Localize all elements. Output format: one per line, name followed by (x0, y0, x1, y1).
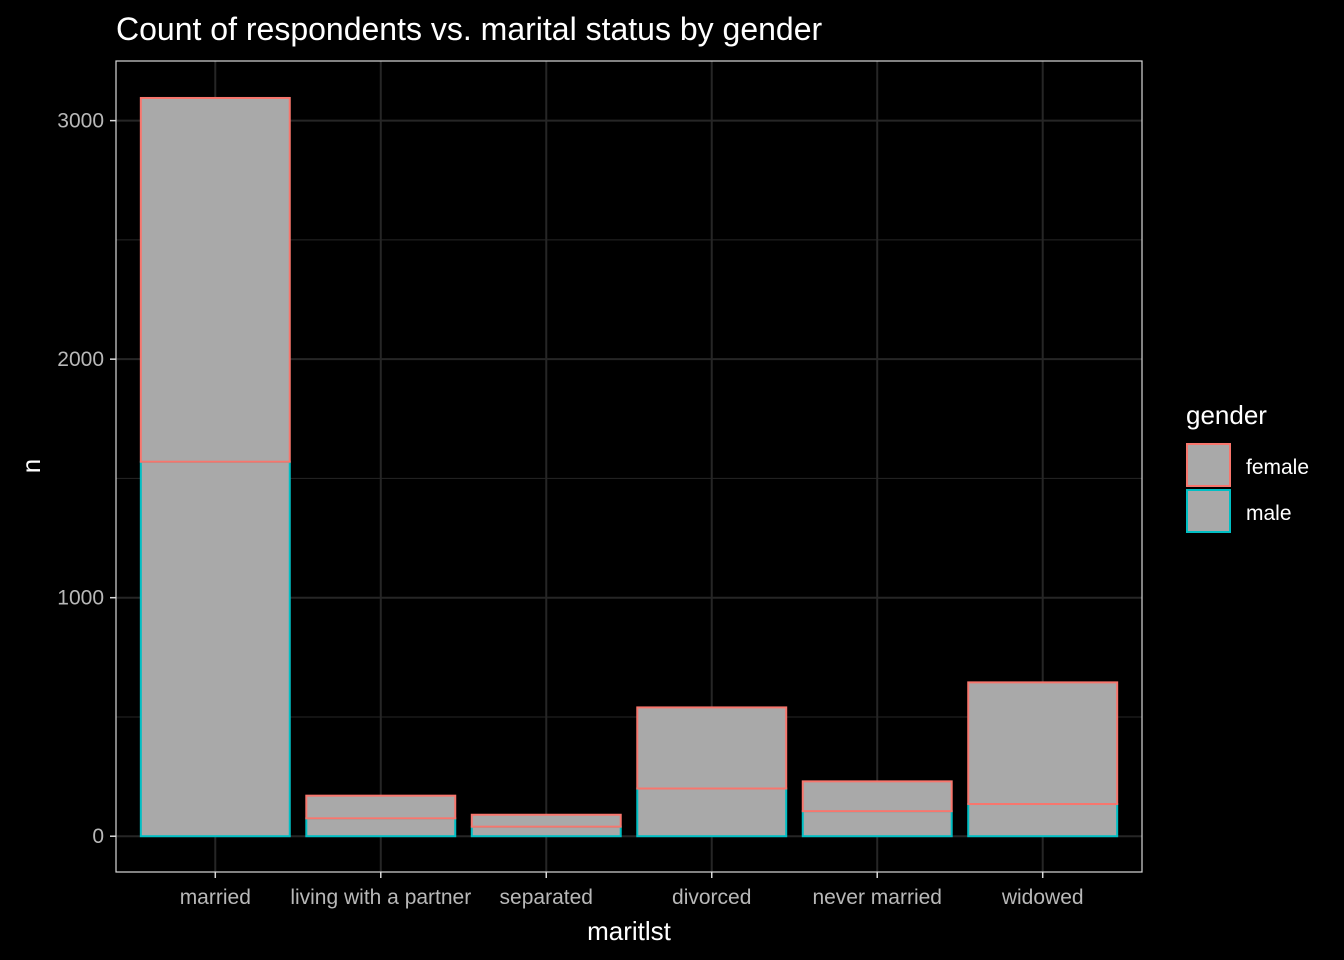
bar-male (967, 803, 1119, 838)
x-tick-label: married (180, 886, 251, 909)
y-tick-label: 3000 (57, 110, 104, 133)
bar-female (305, 794, 457, 820)
bar-female (139, 96, 291, 463)
bar-male (470, 825, 622, 838)
legend: gender female male (1186, 400, 1309, 533)
y-tick-label: 1000 (57, 587, 104, 610)
x-tick-label: never married (812, 886, 942, 909)
y-tick-label: 0 (92, 825, 104, 848)
y-axis-title: n (16, 459, 46, 473)
legend-key-male (1186, 489, 1231, 533)
x-tick-label: widowed (1001, 886, 1084, 909)
bar-male (305, 817, 457, 838)
panel-border (115, 60, 1143, 873)
bars (139, 96, 1119, 838)
legend-key-female (1186, 443, 1231, 487)
bar-female (967, 681, 1119, 806)
y-axis-ticks: 0 1000 2000 3000 (57, 110, 116, 848)
x-axis-title: maritlst (587, 916, 672, 946)
bar-female (470, 813, 622, 828)
y-tick-label: 2000 (57, 348, 104, 371)
bar-male (636, 787, 788, 838)
x-tick-label: living with a partner (290, 886, 471, 909)
legend-title: gender (1186, 400, 1267, 430)
legend-label-male: male (1246, 502, 1292, 525)
bar-female (801, 780, 953, 813)
legend-label-female: female (1246, 456, 1309, 479)
x-axis-ticks: married living with a partner separated div… (180, 872, 1084, 909)
x-tick-label: separated (500, 886, 593, 909)
bar-male (801, 810, 953, 838)
bar-female (636, 706, 788, 790)
x-tick-label: divorced (672, 886, 751, 909)
bar-male (139, 460, 291, 838)
chart-title: Count of respondents vs. marital status … (116, 11, 823, 47)
